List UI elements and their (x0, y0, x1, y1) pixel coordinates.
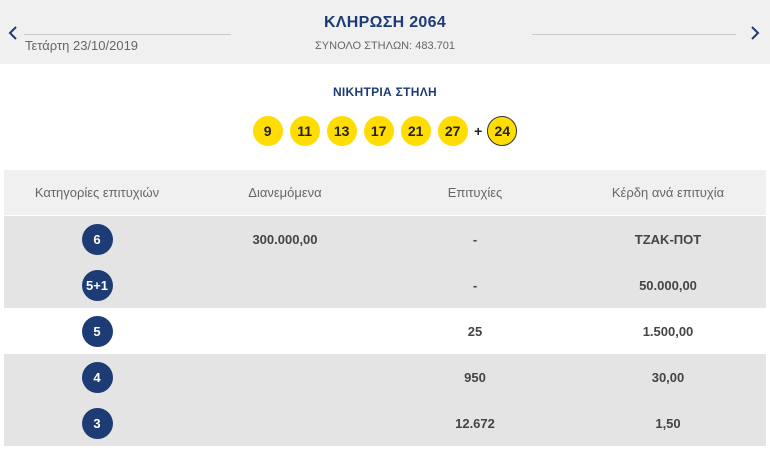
number-ball: 9 (252, 116, 283, 146)
joker-ball: 24 (487, 116, 518, 146)
prize-cell: 50.000,00 (639, 277, 697, 293)
header-prize: Κέρδη ανά επιτυχία (611, 185, 725, 200)
number-ball: 21 (400, 116, 431, 146)
header-distributed: Διανεμόμενα (248, 185, 322, 200)
table-row: 4 950 30,00 (4, 354, 766, 400)
prize-cell: ΤΖΑΚ-ΠΟΤ (634, 231, 702, 247)
table-row: 5 25 1.500,00 (4, 308, 766, 354)
category-badge: 5+1 (81, 269, 113, 301)
winning-numbers: 9 11 13 17 21 27 + 24 (0, 116, 770, 146)
chevron-left-icon[interactable] (4, 22, 22, 44)
draw-header: Τετάρτη 23/10/2019 ΚΛΗΡΩΣΗ 2064 ΣΥΝΟΛΟ Σ… (0, 0, 770, 64)
plus-sign: + (474, 123, 483, 139)
winners-cell: - (472, 277, 478, 293)
prize-table: Κατηγορίες επιτυχιών Διανεμόμενα Επιτυχί… (4, 170, 766, 446)
chevron-right-icon[interactable] (746, 22, 764, 44)
table-row: 5+1 - 50.000,00 (4, 262, 766, 308)
table-row: 6 300.000,00 - ΤΖΑΚ-ΠΟΤ (4, 216, 766, 262)
prize-cell: 1,50 (655, 415, 681, 431)
winning-column-title: ΝΙΚΗΤΡΙΑ ΣΤΗΛΗ (332, 85, 438, 99)
category-badge: 6 (81, 223, 113, 255)
distributed-cell: 300.000,00 (252, 231, 318, 247)
prize-cell: 1.500,00 (642, 323, 694, 339)
winners-cell: 12.672 (455, 415, 495, 431)
category-badge: 4 (81, 361, 113, 393)
winners-cell: 950 (464, 369, 486, 385)
table-header: Κατηγορίες επιτυχιών Διανεμόμενα Επιτυχί… (4, 170, 766, 216)
header-divider-left (24, 34, 231, 35)
number-ball: 11 (289, 116, 320, 146)
header-winners: Επιτυχίες (447, 185, 503, 200)
category-badge: 5 (81, 315, 113, 347)
header-categories: Κατηγορίες επιτυχιών (34, 185, 160, 200)
category-badge: 3 (81, 407, 113, 439)
number-ball: 13 (326, 116, 357, 146)
number-ball: 27 (437, 116, 468, 146)
winners-cell: 25 (467, 323, 483, 339)
header-divider-right (532, 34, 736, 35)
winners-cell: - (472, 231, 478, 247)
draw-date: Τετάρτη 23/10/2019 (25, 38, 139, 53)
prize-cell: 30,00 (651, 369, 685, 385)
total-columns: ΣΥΝΟΛΟ ΣΤΗΛΩΝ: 483.701 (314, 40, 456, 52)
table-row: 3 12.672 1,50 (4, 400, 766, 446)
number-ball: 17 (363, 116, 394, 146)
draw-title: ΚΛΗΡΩΣΗ 2064 (323, 14, 447, 31)
